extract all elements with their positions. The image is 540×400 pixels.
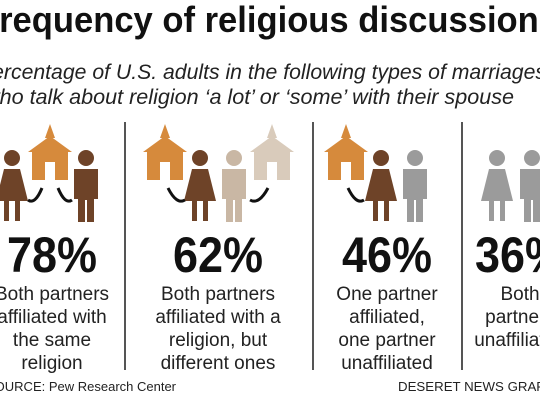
steeple: [267, 124, 277, 138]
door: [341, 162, 351, 180]
person-icon: [403, 150, 427, 222]
body: [74, 169, 98, 222]
description-line: affiliated with a: [155, 307, 281, 328]
description-line: Both partners: [0, 284, 109, 305]
head: [373, 150, 389, 166]
body: [520, 169, 540, 222]
arrow: [346, 187, 365, 203]
person-icon: [74, 150, 98, 222]
description-line: unaffiliated: [474, 330, 540, 351]
roof: [143, 136, 187, 152]
head: [78, 150, 94, 166]
percent: 62%: [173, 227, 263, 283]
percent: 78%: [7, 227, 97, 283]
church-icon: [143, 124, 187, 180]
door: [267, 162, 277, 180]
description-line: unaffiliated: [341, 353, 433, 374]
steeple: [341, 124, 351, 138]
description-line: one partner: [338, 330, 436, 351]
body: [365, 169, 397, 221]
description-line: partners: [485, 307, 540, 328]
church-icon: [28, 124, 72, 180]
percent: 46%: [342, 227, 432, 283]
arrow: [56, 187, 73, 203]
head: [489, 150, 505, 166]
description-line: religion, but: [169, 330, 268, 351]
roof: [28, 136, 72, 152]
description-line: One partner: [336, 284, 438, 305]
dividers: [124, 122, 463, 370]
head: [226, 150, 242, 166]
steeple: [160, 124, 170, 138]
description-line: Both partners: [161, 284, 275, 305]
person-icon: [365, 150, 397, 221]
description-line: the same: [13, 330, 91, 351]
description-line: different ones: [161, 353, 276, 374]
subtitle: who talk about religion ‘a lot’ or ‘some…: [0, 86, 514, 109]
arrow: [249, 187, 270, 203]
person-icon: [184, 150, 216, 221]
arrow: [27, 187, 44, 203]
church-icon: [250, 124, 294, 180]
head: [524, 150, 540, 166]
head: [407, 150, 423, 166]
panel: 36%Bothpartnersunaffiliated: [474, 227, 540, 351]
body: [222, 169, 246, 222]
percent: 36%: [475, 227, 540, 283]
church-icon: [324, 124, 368, 180]
subtitle: Percentage of U.S. adults in the followi…: [0, 61, 540, 84]
roof: [324, 136, 368, 152]
source: SOURCE: Pew Research Center: [0, 379, 177, 394]
title: Frequency of religious discussions: [0, 0, 540, 40]
roof: [250, 136, 294, 152]
description-line: religion: [21, 353, 82, 374]
arrow: [166, 187, 186, 203]
person-icon: [0, 150, 28, 221]
body: [481, 169, 513, 221]
body: [184, 169, 216, 221]
person-icon: [222, 150, 246, 222]
person-icon: [520, 150, 540, 222]
description-line: affiliated with: [0, 307, 107, 328]
door: [45, 162, 55, 180]
body: [0, 169, 28, 221]
description-line: affiliated,: [349, 307, 425, 328]
head: [192, 150, 208, 166]
credit: DESERET NEWS GRAPHIC: [398, 379, 540, 394]
steeple: [45, 124, 55, 138]
body: [403, 169, 427, 222]
description-line: Both: [500, 284, 539, 305]
person-icon: [481, 150, 513, 221]
head: [4, 150, 20, 166]
door: [160, 162, 170, 180]
